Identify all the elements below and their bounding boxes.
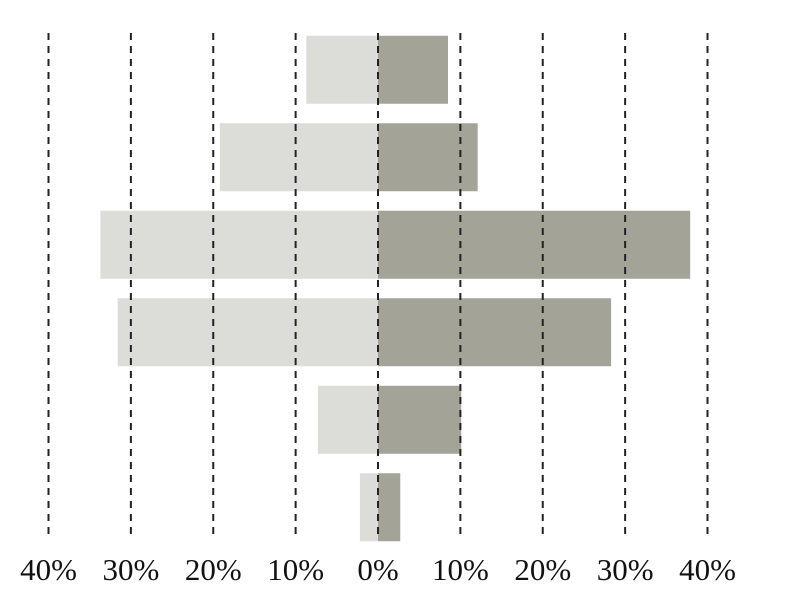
x-tick-label: 20% <box>185 552 242 587</box>
x-tick-label: 30% <box>597 552 654 587</box>
bar <box>378 473 401 542</box>
bar <box>306 35 378 104</box>
x-tick-label: 30% <box>102 552 159 587</box>
bar <box>359 473 378 542</box>
x-tick-label: 0% <box>357 552 398 587</box>
x-tick-label: 20% <box>514 552 571 587</box>
bar <box>378 123 478 192</box>
bar <box>100 210 379 279</box>
bar <box>378 385 462 454</box>
x-tick-label: 10% <box>267 552 324 587</box>
x-tick-label: 40% <box>679 552 736 587</box>
x-tick-label: 40% <box>20 552 77 587</box>
bar <box>219 123 378 192</box>
bar <box>117 298 378 367</box>
bar <box>317 385 378 454</box>
bar <box>378 298 612 367</box>
x-tick-label: 10% <box>432 552 489 587</box>
bar <box>378 210 691 279</box>
bar <box>378 35 449 104</box>
